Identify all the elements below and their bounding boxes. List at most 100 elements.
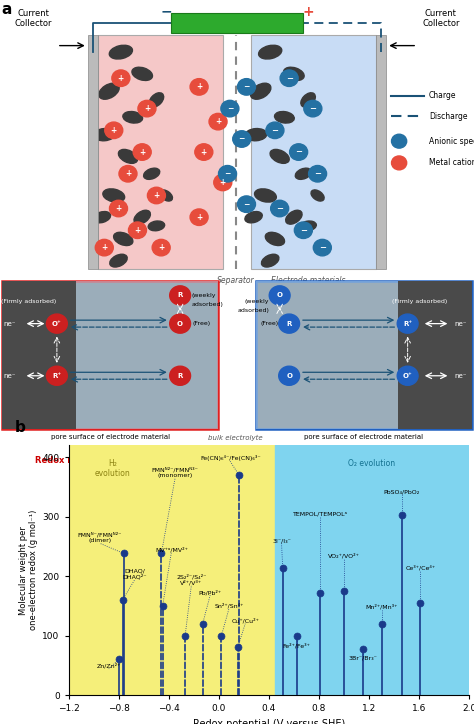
Text: 2S₂²⁻/S₄²⁻
V²⁺/V³⁺: 2S₂²⁻/S₄²⁻ V²⁺/V³⁺ bbox=[176, 573, 207, 585]
Text: Charge: Charge bbox=[429, 91, 456, 100]
Ellipse shape bbox=[110, 254, 127, 267]
Ellipse shape bbox=[311, 190, 324, 201]
Y-axis label: Molecular weight per
one-electron redox (g mol⁻¹): Molecular weight per one-electron redox … bbox=[19, 510, 38, 631]
Text: +: + bbox=[215, 117, 221, 126]
Text: ne⁻: ne⁻ bbox=[455, 373, 467, 379]
Circle shape bbox=[280, 70, 298, 86]
Bar bbox=[398, 282, 472, 429]
Bar bbox=[256, 282, 398, 429]
Text: Redox reaction of metal cations: Redox reaction of metal cations bbox=[35, 456, 186, 465]
Text: R: R bbox=[177, 373, 183, 379]
Text: Discharge: Discharge bbox=[429, 112, 467, 121]
Text: Fe²⁺/Fe³⁺: Fe²⁺/Fe³⁺ bbox=[283, 643, 310, 649]
Text: −: − bbox=[243, 200, 250, 209]
Circle shape bbox=[309, 166, 327, 182]
Text: −: − bbox=[227, 104, 233, 113]
Circle shape bbox=[170, 314, 191, 333]
Circle shape bbox=[95, 240, 113, 256]
Ellipse shape bbox=[93, 129, 115, 140]
Circle shape bbox=[152, 240, 170, 256]
Text: Zn/Zn²⁺: Zn/Zn²⁺ bbox=[97, 663, 121, 669]
Text: Current
Collector: Current Collector bbox=[422, 9, 460, 28]
Text: DHAQ/
DHAQ²⁻: DHAQ/ DHAQ²⁻ bbox=[123, 568, 147, 579]
Circle shape bbox=[190, 79, 208, 95]
Text: −: − bbox=[295, 148, 302, 156]
Circle shape bbox=[313, 240, 331, 256]
Text: pore surface of electrode material: pore surface of electrode material bbox=[51, 434, 170, 440]
Circle shape bbox=[214, 174, 232, 190]
Text: R⁺: R⁺ bbox=[52, 373, 62, 379]
Text: (Free): (Free) bbox=[193, 321, 211, 326]
Text: VO₂⁺/VO²⁺: VO₂⁺/VO²⁺ bbox=[328, 552, 360, 558]
Text: H₂
evolution: H₂ evolution bbox=[95, 459, 130, 479]
Text: Sn²⁺/Sn⁴⁺: Sn²⁺/Sn⁴⁺ bbox=[214, 603, 244, 609]
Text: O⁺: O⁺ bbox=[52, 321, 62, 327]
Ellipse shape bbox=[262, 254, 279, 267]
Text: +: + bbox=[196, 213, 202, 222]
Ellipse shape bbox=[301, 93, 315, 107]
Circle shape bbox=[133, 144, 151, 160]
Text: Ce³⁺/Ce⁴⁺: Ce³⁺/Ce⁴⁺ bbox=[405, 565, 436, 571]
Text: Electrode materials: Electrode materials bbox=[271, 276, 346, 285]
Text: Cu⁺/Cu²⁺: Cu⁺/Cu²⁺ bbox=[231, 618, 259, 623]
Text: Metal cations: Metal cations bbox=[429, 159, 474, 167]
Text: +: + bbox=[219, 178, 226, 187]
Circle shape bbox=[195, 144, 213, 160]
Ellipse shape bbox=[300, 221, 316, 231]
Ellipse shape bbox=[283, 67, 304, 80]
Circle shape bbox=[119, 166, 137, 182]
Bar bbox=[98, 35, 223, 269]
Text: PbSO₄/PbO₂: PbSO₄/PbO₂ bbox=[383, 489, 420, 494]
Circle shape bbox=[46, 366, 67, 385]
Bar bbox=[76, 282, 218, 429]
Ellipse shape bbox=[270, 149, 289, 164]
Ellipse shape bbox=[286, 210, 302, 224]
Text: adsorbed): adsorbed) bbox=[237, 308, 269, 313]
Text: −: − bbox=[224, 169, 231, 178]
Text: 3I⁻/I₃⁻: 3I⁻/I₃⁻ bbox=[272, 539, 291, 544]
Text: +: + bbox=[125, 169, 131, 178]
Circle shape bbox=[109, 201, 128, 216]
Bar bbox=[69, 445, 275, 695]
Ellipse shape bbox=[255, 189, 276, 202]
Circle shape bbox=[237, 196, 255, 212]
Circle shape bbox=[128, 222, 146, 238]
Text: O: O bbox=[177, 321, 183, 327]
Circle shape bbox=[46, 314, 67, 333]
Text: Current
Collector: Current Collector bbox=[14, 9, 52, 28]
Text: FMNᴺ⁻/FMNᴺ²⁻
(dimer): FMNᴺ⁻/FMNᴺ²⁻ (dimer) bbox=[78, 532, 122, 544]
Text: pore surface of electrode material: pore surface of electrode material bbox=[304, 434, 423, 440]
Circle shape bbox=[105, 122, 123, 138]
Ellipse shape bbox=[274, 111, 294, 123]
FancyBboxPatch shape bbox=[256, 282, 472, 429]
Text: −: − bbox=[272, 126, 278, 135]
Circle shape bbox=[392, 134, 407, 148]
Text: +: + bbox=[153, 191, 160, 200]
Ellipse shape bbox=[245, 211, 262, 223]
Circle shape bbox=[392, 156, 407, 170]
Bar bbox=[275, 445, 469, 695]
Text: (Firmly adsorbed): (Firmly adsorbed) bbox=[392, 300, 447, 304]
Text: +: + bbox=[134, 226, 141, 235]
Text: 3Br⁻/Br₃⁻: 3Br⁻/Br₃⁻ bbox=[348, 655, 377, 660]
Circle shape bbox=[279, 314, 300, 333]
Circle shape bbox=[221, 101, 239, 117]
Text: R: R bbox=[286, 321, 292, 327]
Ellipse shape bbox=[103, 189, 125, 202]
Bar bbox=[376, 35, 386, 269]
Text: adsorbed): adsorbed) bbox=[192, 302, 224, 306]
Circle shape bbox=[170, 286, 191, 305]
Text: −: − bbox=[276, 204, 283, 213]
Bar bbox=[251, 35, 376, 269]
Ellipse shape bbox=[132, 67, 153, 80]
Circle shape bbox=[190, 209, 208, 225]
Circle shape bbox=[147, 188, 165, 203]
Circle shape bbox=[397, 366, 418, 385]
Ellipse shape bbox=[259, 45, 282, 59]
Text: −: − bbox=[314, 169, 321, 178]
Text: R: R bbox=[177, 292, 183, 298]
Circle shape bbox=[138, 101, 156, 117]
Ellipse shape bbox=[93, 211, 110, 223]
Text: O₂ evolution: O₂ evolution bbox=[348, 459, 395, 468]
Text: MV⁺ᵃ/MV²⁺: MV⁺ᵃ/MV²⁺ bbox=[155, 547, 188, 552]
